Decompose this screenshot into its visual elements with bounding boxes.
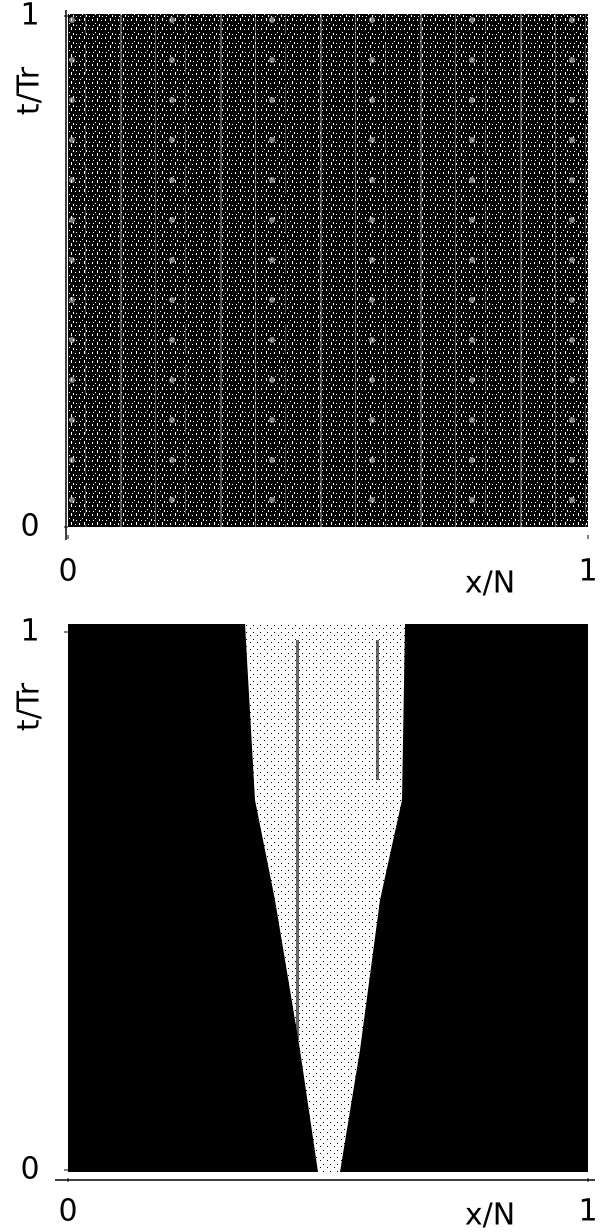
y-axis-label: t/Tr (12, 682, 47, 731)
y-tick-label: 1 (20, 0, 39, 33)
y-tick-label: 0 (20, 1152, 39, 1187)
x-axis-label: x/N (465, 1198, 515, 1232)
y-tick-label: 1 (20, 614, 39, 649)
x-tick-label: 1 (578, 554, 597, 589)
x-axis-label: x/N (465, 566, 515, 601)
y-tick-label: 0 (20, 509, 39, 544)
x-tick-label: 0 (58, 1194, 77, 1229)
x-tick-label: 1 (578, 1194, 597, 1229)
x-tick-label: 0 (58, 554, 77, 589)
y-axis-label: t/Tr (12, 66, 47, 115)
panel-top-image (68, 14, 588, 527)
panel-bottom-image (68, 624, 588, 1172)
